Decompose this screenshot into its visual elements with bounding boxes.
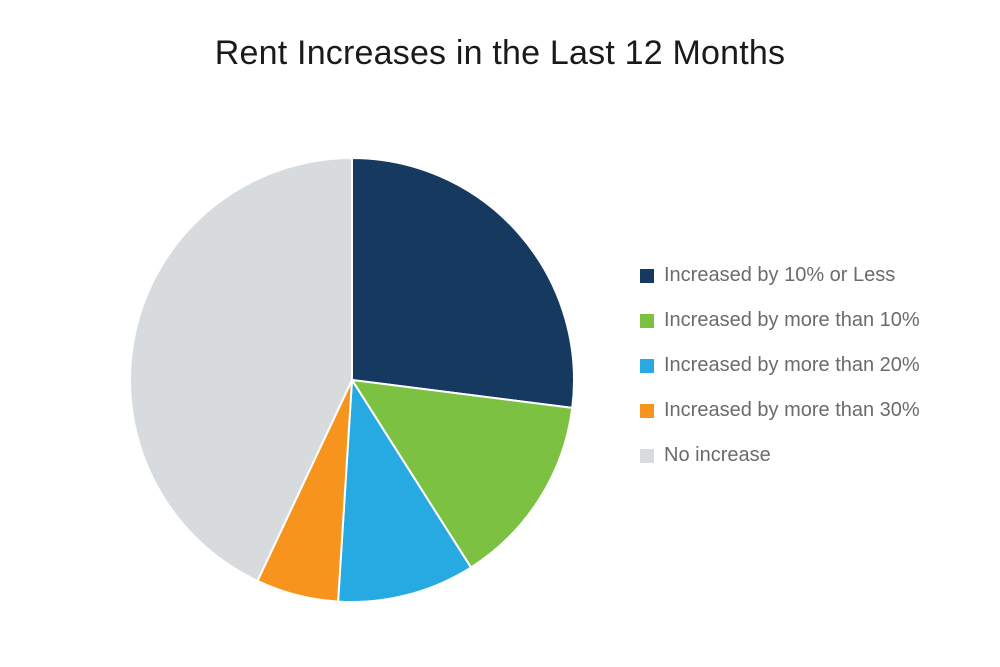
legend-item: Increased by 10% or Less (640, 264, 920, 287)
legend-label: Increased by 10% or Less (664, 264, 895, 287)
legend-swatch (640, 314, 654, 328)
legend-item: Increased by more than 10% (640, 309, 920, 332)
legend-item: Increased by more than 30% (640, 399, 920, 422)
legend: Increased by 10% or Less Increased by mor… (640, 264, 920, 467)
legend-swatch (640, 359, 654, 373)
legend-item: Increased by more than 20% (640, 354, 920, 377)
legend-label: Increased by more than 20% (664, 354, 920, 377)
legend-label: Increased by more than 10% (664, 309, 920, 332)
pie-slice (352, 158, 574, 408)
legend-swatch (640, 449, 654, 463)
legend-swatch (640, 269, 654, 283)
legend-label: No increase (664, 444, 771, 467)
legend-item: No increase (640, 444, 920, 467)
legend-swatch (640, 404, 654, 418)
legend-label: Increased by more than 30% (664, 399, 920, 422)
